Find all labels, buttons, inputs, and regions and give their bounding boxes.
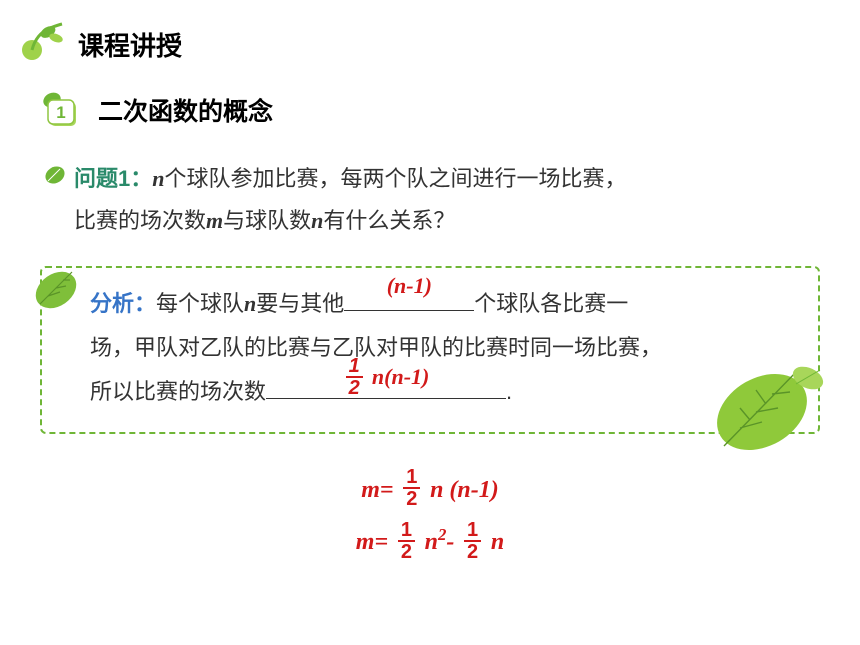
analysis-box: 分析：每个球队n要与其他(n-1)个球队各比赛一 场，甲队对乙队的比赛与乙队对甲…: [40, 266, 820, 434]
analysis-label: 分析：: [90, 291, 156, 316]
big-leaf-topleft-icon: [30, 260, 86, 316]
half-fraction-1: 12: [403, 467, 420, 509]
blank-2: 12 n(n-1): [266, 398, 506, 399]
section-number-badge: 1: [42, 90, 82, 130]
blank-1: (n-1): [344, 310, 474, 311]
page-title: 课程讲授: [78, 26, 182, 63]
header: 课程讲授: [0, 0, 860, 68]
sprout-logo-icon: [18, 20, 66, 68]
section-title: 二次函数的概念: [98, 92, 273, 128]
formula-2: m= 12 n2- 12 n: [0, 516, 860, 569]
leaf-bullet-icon: [42, 161, 68, 187]
var-n-2: n: [311, 208, 323, 233]
question-block: 问题1：n个球队参加比赛，每两个队之间进行一场比赛， 比赛的场次数m与球队数n有…: [48, 158, 812, 242]
svg-text:1: 1: [56, 103, 65, 122]
half-fraction-2: 12: [398, 520, 415, 562]
question-text: 问题1：n个球队参加比赛，每两个队之间进行一场比赛， 比赛的场次数m与球队数n有…: [48, 158, 812, 242]
question-label: 问题1：: [74, 166, 152, 191]
var-m: m: [206, 208, 223, 233]
var-n: n: [152, 166, 164, 191]
big-leaf-bottomright-icon: [700, 342, 830, 472]
half-fraction-3: 12: [464, 520, 481, 562]
formula-area: m= 12 n (n-1) m= 12 n2- 12 n: [0, 464, 860, 570]
section-header: 1 二次函数的概念: [42, 90, 860, 130]
half-fraction: 12: [346, 356, 363, 398]
